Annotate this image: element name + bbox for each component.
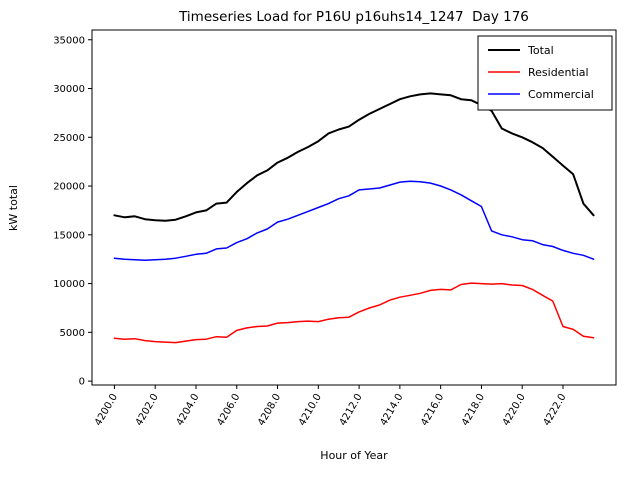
y-tick-label: 15000 bbox=[53, 230, 85, 241]
x-tick-label: 4216.0 bbox=[419, 392, 446, 428]
y-tick-label: 30000 bbox=[53, 84, 85, 95]
x-tick-label: 4210.0 bbox=[297, 392, 324, 428]
legend-label-commercial: Commercial bbox=[528, 88, 594, 101]
y-axis-label: kW total bbox=[7, 185, 20, 231]
x-tick-label: 4218.0 bbox=[460, 392, 487, 428]
x-tick-label: 4200.0 bbox=[93, 392, 120, 428]
legend-box bbox=[477, 35, 613, 111]
series-line-residential bbox=[113, 282, 595, 344]
y-tick-label: 0 bbox=[79, 377, 85, 388]
series-lines bbox=[113, 92, 595, 344]
legend-label-total: Total bbox=[527, 44, 554, 57]
plot-border bbox=[91, 29, 617, 386]
x-tick-label: 4206.0 bbox=[215, 392, 242, 428]
x-tick-label: 4204.0 bbox=[175, 392, 202, 428]
y-tick-label: 10000 bbox=[53, 279, 85, 290]
x-tick-label: 4214.0 bbox=[378, 392, 405, 428]
chart-title: Timeseries Load for P16U p16uhs14_1247 D… bbox=[178, 9, 529, 25]
x-tick-label: 4212.0 bbox=[338, 392, 365, 428]
y-tick-label: 20000 bbox=[53, 182, 85, 193]
series-line-total bbox=[113, 92, 595, 222]
legend-label-residential: Residential bbox=[528, 66, 589, 79]
legend: Total Residential Commercial bbox=[477, 35, 613, 111]
y-tick-label: 5000 bbox=[60, 328, 85, 339]
x-tick-label: 4202.0 bbox=[134, 392, 161, 428]
x-tick-label: 4208.0 bbox=[256, 392, 283, 428]
y-tick-label: 35000 bbox=[53, 35, 85, 46]
x-tick-label: 4222.0 bbox=[542, 392, 569, 428]
y-tick-label: 25000 bbox=[53, 133, 85, 144]
series-line-commercial bbox=[113, 180, 595, 261]
x-tick-label: 4220.0 bbox=[501, 392, 528, 428]
x-axis-label: Hour of Year bbox=[320, 449, 388, 462]
